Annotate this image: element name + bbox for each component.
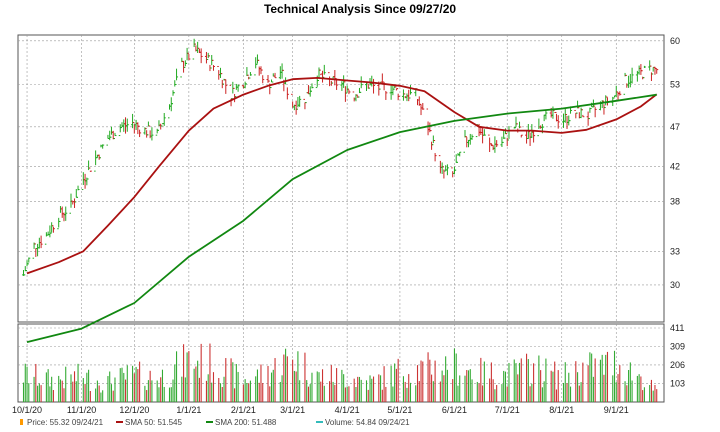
date-tick-label: 11/1/20	[67, 405, 96, 415]
date-tick-label: 7/1/21	[495, 405, 520, 415]
price-tick-label: 30	[670, 280, 680, 290]
legend-swatch-price	[20, 419, 23, 425]
price-tick-label: 38	[670, 197, 680, 207]
date-tick-label: 3/1/21	[280, 405, 305, 415]
date-tick-label: 9/1/21	[604, 405, 629, 415]
sma50-line	[26, 77, 658, 275]
date-tick-label: 5/1/21	[387, 405, 412, 415]
price-tick-label: 60	[670, 36, 680, 46]
date-tick-label: 4/1/21	[335, 405, 360, 415]
date-tick-label: 6/1/21	[442, 405, 467, 415]
volume-tick-label: 411	[670, 323, 684, 333]
date-tick-label: 2/1/21	[231, 405, 256, 415]
legend-label: Price: 55.32 09/24/21	[27, 418, 104, 427]
volume-bars	[22, 343, 658, 402]
price-tick-label: 47	[670, 122, 680, 132]
price-tick-label: 33	[670, 246, 680, 256]
date-tick-label: 8/1/21	[549, 405, 574, 415]
legend: Price: 55.32 09/24/21 SMA 50: 51.545 SMA 2…	[20, 418, 410, 427]
volume-tick-label: 206	[670, 360, 685, 370]
legend-label: Volume: 54.84 09/24/21	[325, 418, 410, 427]
price-tick-label: 42	[670, 161, 680, 171]
volume-tick-label: 309	[670, 341, 685, 351]
legend-label: SMA 50: 51.545	[125, 418, 182, 427]
moving-average-lines	[26, 77, 658, 343]
legend-label: SMA 200: 51.488	[215, 418, 277, 427]
date-tick-label: 10/1/20	[12, 405, 42, 415]
chart-title: Technical Analysis Since 09/27/20	[263, 2, 457, 16]
volume-tick-label: 103	[670, 378, 685, 388]
date-tick-label: 1/1/21	[176, 405, 201, 415]
price-tick-label: 53	[670, 80, 680, 90]
price-panel-frame	[17, 34, 665, 323]
sma200-line	[26, 93, 657, 343]
axis-labels: 30 33 38 42 47 53 60 103 206 309 411 10/1/20 11/1/20…	[12, 36, 685, 415]
date-tick-label: 12/1/20	[119, 405, 149, 415]
